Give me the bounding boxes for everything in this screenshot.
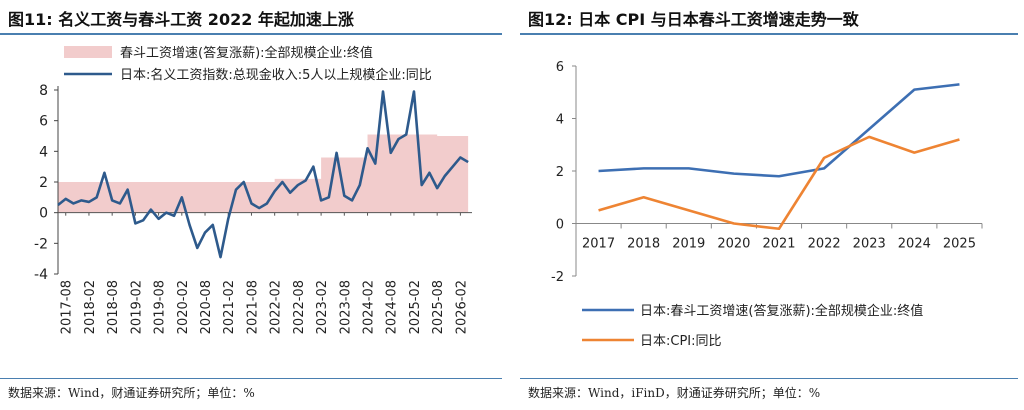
area-series-shunto	[58, 134, 469, 213]
x-tick-label: 2019-08	[153, 280, 168, 334]
x-tick-label: 2026-02	[454, 280, 469, 334]
x-tick-label: 2018-02	[83, 280, 98, 334]
x-tick-label: 2017-08	[60, 280, 75, 334]
legend-label-shunto: 日本:春斗工资增速(答复涨薪):全部规模企业:终值	[640, 303, 923, 319]
x-tick-label: 2021-02	[222, 280, 237, 334]
x-tick-label: 2024-02	[362, 280, 377, 334]
x-tick-label: 2020-02	[176, 280, 191, 334]
y-tick-label: 2	[556, 165, 564, 180]
figure-11-top-rule	[0, 33, 502, 35]
y-tick-label: 6	[556, 60, 564, 75]
x-tick-label: 2022	[808, 237, 841, 252]
x-tick-label: 2025	[943, 237, 976, 252]
figure-12-source: 数据来源：Wind，iFinD，财通证券研究所；单位：%	[528, 386, 821, 400]
x-tick-label: 2024	[898, 237, 931, 252]
legend-label-shunto: 春斗工资增速(答复涨薪):全部规模企业:终值	[120, 45, 373, 61]
x-tick-label: 2024-08	[385, 280, 400, 334]
x-tick-label: 2018	[627, 237, 660, 252]
y-tick-label: 6	[39, 114, 48, 130]
x-tick-label: 2021	[762, 237, 795, 252]
y-tick-label: -2	[34, 236, 48, 252]
figure-12: 图12: 日本 CPI 与日本春斗工资增速走势一致 -2 0 2 4 6 2017 2018…	[520, 0, 1024, 410]
y-tick-label: -2	[551, 270, 564, 285]
figure-11-title: 图11: 名义工资与春斗工资 2022 年起加速上涨	[8, 10, 354, 29]
x-tick-label: 2022-02	[269, 280, 284, 334]
line-series-shunto	[598, 83, 960, 178]
x-tick-label: 2019-02	[129, 280, 144, 334]
x-tick-label: 2017	[582, 237, 615, 252]
x-tick-label: 2020	[717, 237, 750, 252]
x-tick-label: 2018-08	[106, 280, 121, 334]
figure-12-chart: -2 0 2 4 6 2017 2018 2019 2020 2021 2022 2023 2024 20…	[551, 60, 983, 349]
figure-12-bottom-rule	[520, 378, 1018, 379]
x-tick-label: 2020-08	[199, 280, 214, 334]
y-tick-label: 0	[556, 218, 564, 233]
x-tick-label: 2019	[672, 237, 705, 252]
figure-11: 图11: 名义工资与春斗工资 2022 年起加速上涨 -4 -2 0 2 4 6 8 2017…	[0, 0, 508, 410]
x-tick-label: 2025-02	[408, 280, 423, 334]
y-tick-label: -4	[34, 267, 48, 283]
legend-label-cpi: 日本:CPI:同比	[640, 334, 722, 349]
line-series-wage-index	[57, 90, 469, 259]
x-tick-label: 2022-08	[292, 280, 307, 334]
line-series-cpi	[598, 135, 960, 231]
figure-12-title: 图12: 日本 CPI 与日本春斗工资增速走势一致	[528, 10, 859, 29]
x-tick-label: 2023	[853, 237, 886, 252]
y-tick-label: 0	[39, 206, 48, 222]
y-tick-label: 8	[39, 83, 48, 99]
figure-12-top-rule	[520, 33, 1018, 35]
figure-11-chart: -4 -2 0 2 4 6 8 2017-08 2018-02 2018-08 2019-02 201…	[34, 45, 472, 334]
y-tick-label: 4	[39, 144, 48, 160]
legend: 春斗工资增速(答复涨薪):全部规模企业:终值日本:名义工资指数:总现金收入:5人…	[64, 45, 432, 83]
figure-11-source: 数据来源：Wind，财通证券研究所；单位：%	[8, 386, 255, 400]
x-tick-label: 2023-02	[315, 280, 330, 334]
legend-swatch-shunto	[64, 46, 112, 58]
figure-11-bottom-rule	[0, 378, 502, 379]
y-tick-label: 2	[39, 175, 48, 191]
y-tick-label: 4	[556, 113, 564, 128]
x-tick-label: 2025-08	[431, 280, 446, 334]
x-tick-label: 2023-08	[338, 280, 353, 334]
legend-label-wage-index: 日本:名义工资指数:总现金收入:5人以上规模企业:同比	[120, 67, 432, 83]
x-tick-label: 2021-08	[245, 280, 260, 334]
